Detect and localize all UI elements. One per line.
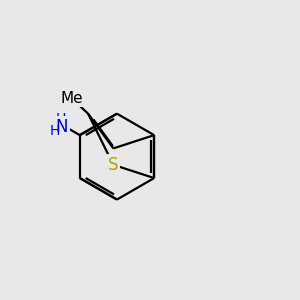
Text: Me: Me <box>60 91 83 106</box>
Text: S: S <box>108 156 119 174</box>
Text: H: H <box>50 124 60 138</box>
Text: N: N <box>56 118 68 136</box>
Text: H: H <box>55 112 66 126</box>
